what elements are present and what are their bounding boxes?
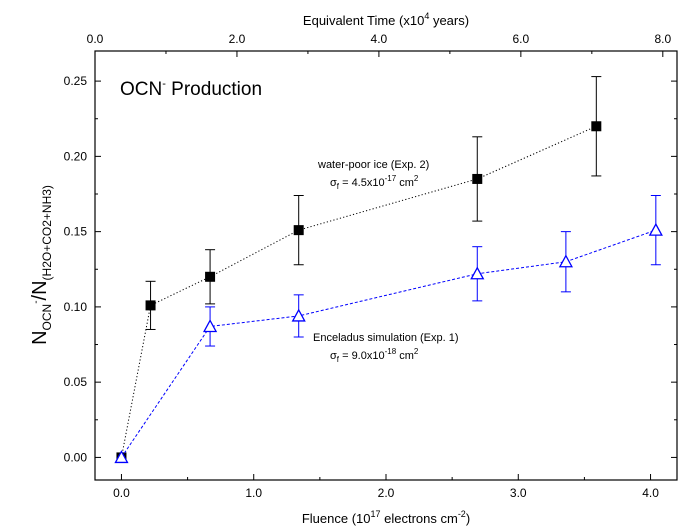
chart-title: OCN- Production — [120, 78, 262, 100]
y-tick-label: 0.25 — [64, 74, 88, 88]
series-1-point — [291, 308, 306, 322]
annotation-enceladus-sigma: σf = 9.0x10-18 cm2 — [330, 347, 419, 364]
axes: 0.0 1.0 2.0 3.0 4.0 0.0 2.0 4.0 6.0 8.0 0.00 0.05 0.… — [64, 32, 677, 500]
x-tick-label: 0.0 — [113, 486, 130, 500]
series-0-point — [472, 173, 483, 184]
x-tick-label: 4.0 — [642, 486, 659, 500]
x2-tick-label: 4.0 — [371, 32, 388, 46]
plot-frame — [94, 50, 678, 481]
series-1-point — [558, 254, 573, 268]
x2-tick-label: 6.0 — [513, 32, 530, 46]
series-1-point — [202, 319, 218, 333]
series-1-line — [121, 229, 657, 458]
series-1-point — [114, 450, 129, 464]
annotation-water-poor-label: water-poor ice (Exp. 2) — [317, 159, 429, 171]
series-0-line — [120, 125, 597, 458]
y-tick-label: 0.05 — [64, 375, 88, 389]
y-tick-label: 0.15 — [64, 225, 88, 239]
x-tick-label: 2.0 — [378, 486, 395, 500]
x-axis-title: Fluence (1017 electrons cm-2) — [302, 509, 470, 526]
y-tick-label: 0.00 — [64, 450, 88, 464]
x2-tick-label: 8.0 — [654, 32, 671, 46]
y-tick-label: 0.20 — [64, 149, 88, 163]
series-0-point — [293, 225, 304, 236]
series-0-point — [591, 121, 602, 132]
annotation-enceladus-label: Enceladus simulation (Exp. 1) — [313, 332, 459, 344]
x-tick-label: 3.0 — [510, 486, 527, 500]
y-axis-title: NOCN-/N(H2O+CO2+NH3) — [29, 185, 54, 345]
series-0-point — [205, 271, 216, 282]
x-tick-label: 1.0 — [245, 486, 262, 500]
y-tick-label: 0.10 — [64, 300, 88, 314]
series-1-point — [648, 222, 663, 236]
annotation-water-poor-sigma: σf = 4.5x10-17 cm2 — [330, 174, 419, 191]
x2-axis-title: Equivalent Time (x104 years) — [303, 11, 469, 28]
x2-tick-label: 0.0 — [87, 32, 104, 46]
x2-tick-label: 2.0 — [229, 32, 246, 46]
series-group — [114, 76, 663, 464]
series-0-point — [145, 300, 156, 311]
series-1-point — [470, 266, 485, 280]
